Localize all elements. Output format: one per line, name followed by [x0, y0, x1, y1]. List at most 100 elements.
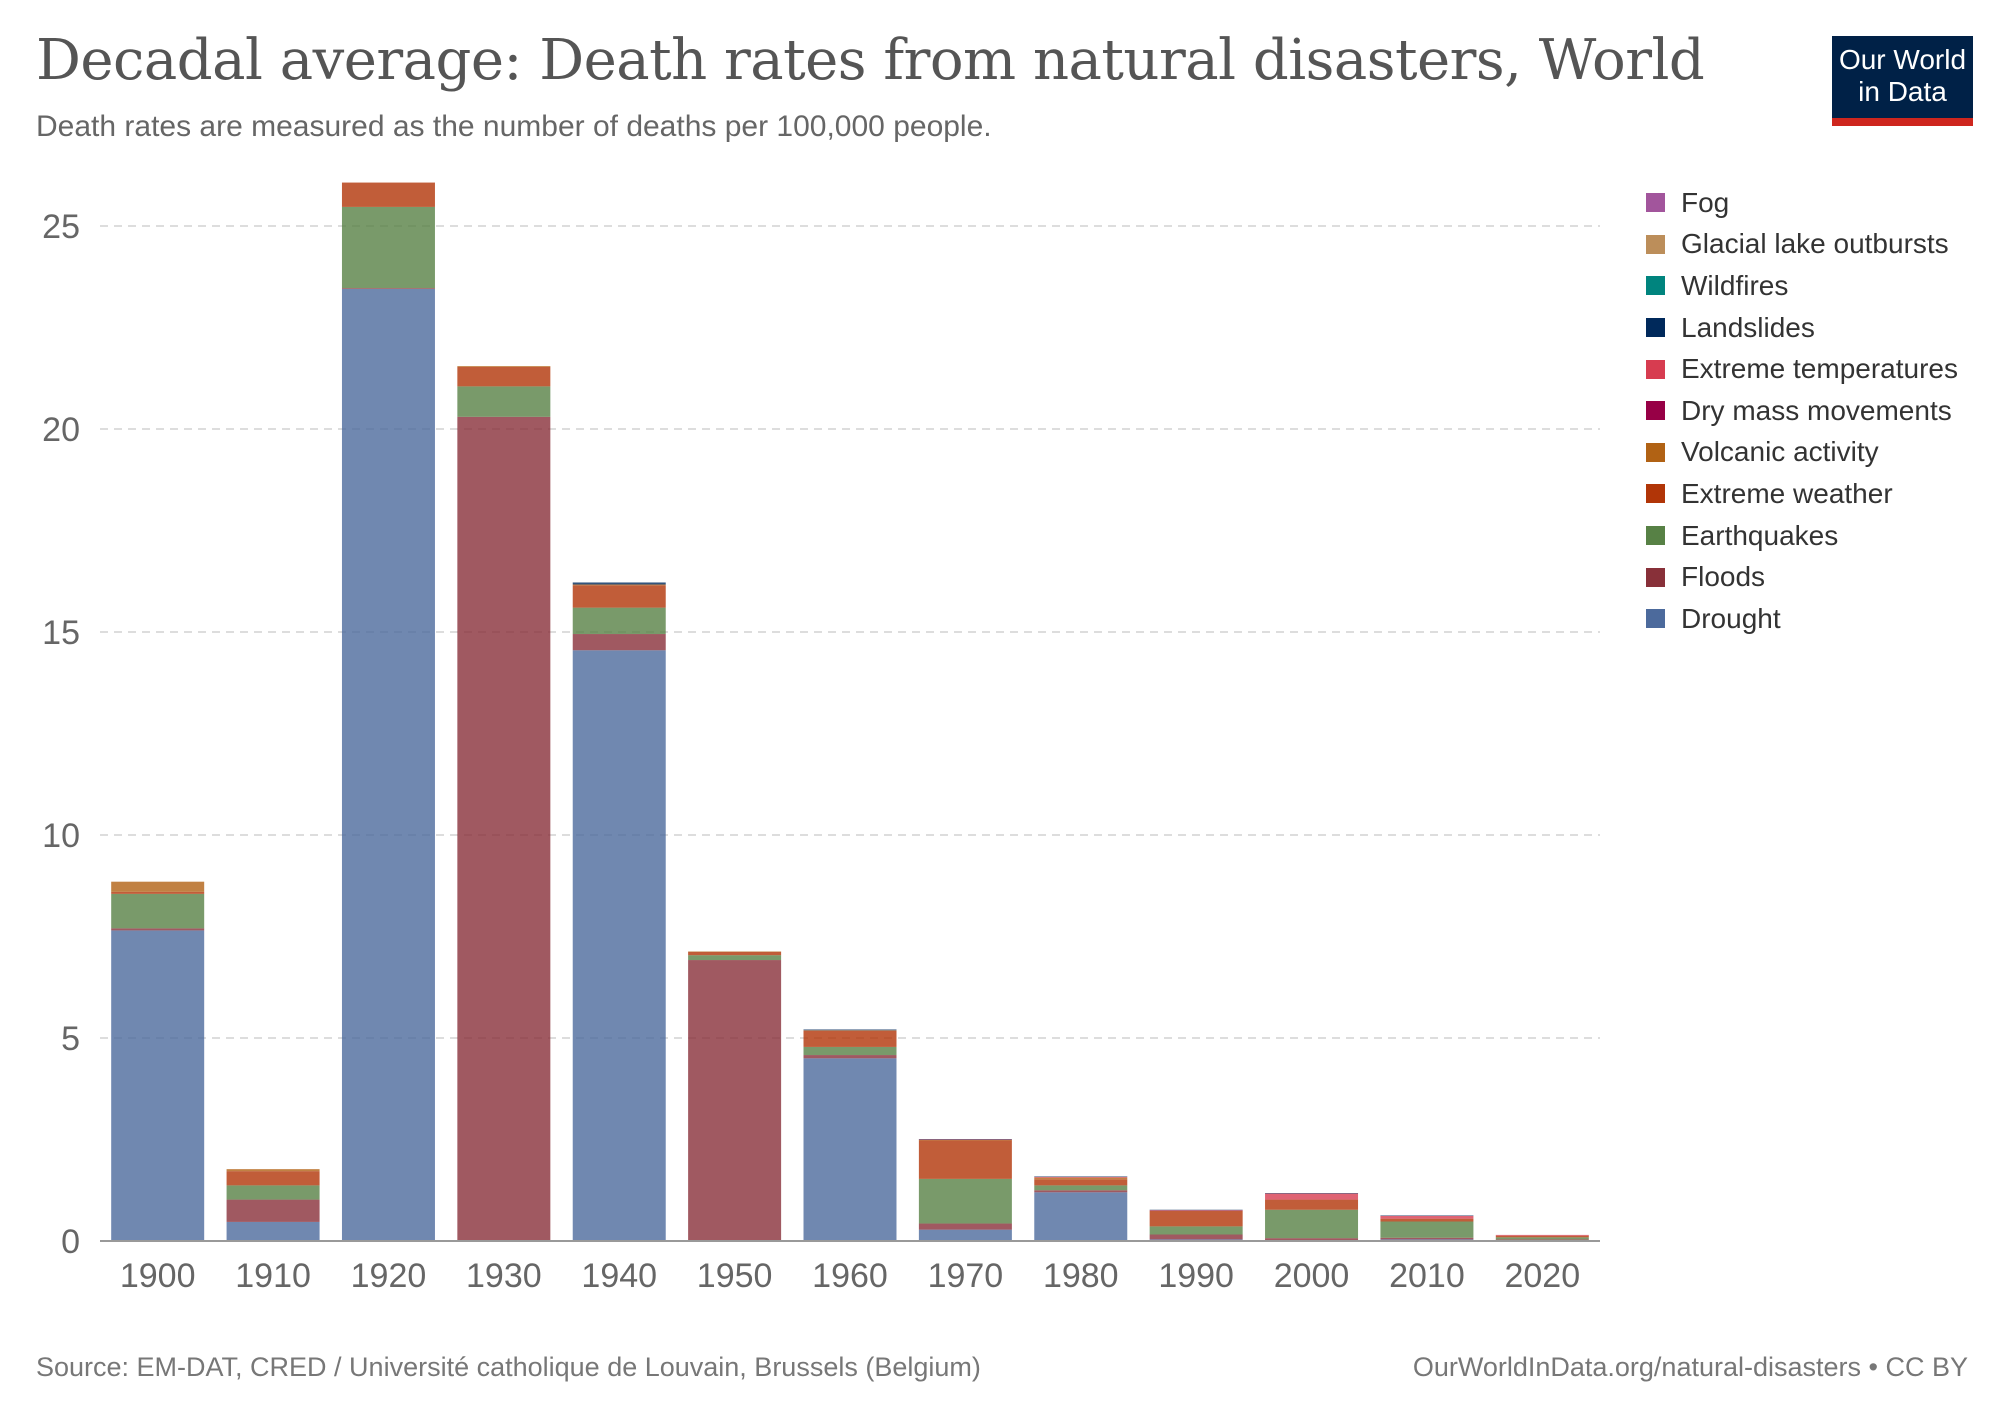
bar-segment-earthquakes[interactable]: [918, 1178, 1012, 1224]
bar-segment-volcanic-activity[interactable]: [1034, 1177, 1128, 1180]
bar-segment-drought[interactable]: [572, 650, 666, 1241]
bar-segment-landslides[interactable]: [572, 582, 666, 585]
bar-segment-floods[interactable]: [1380, 1237, 1474, 1240]
bar-segment-drought[interactable]: [226, 1221, 320, 1241]
legend-item[interactable]: Extreme temperatures: [1646, 348, 1958, 390]
legend-item[interactable]: Volcanic activity: [1646, 432, 1958, 474]
bar-segment-extreme-temperatures[interactable]: [1265, 1193, 1359, 1200]
chart-title: Decadal average: Death rates from natura…: [36, 28, 1705, 93]
x-tick-label: 1990: [1158, 1257, 1234, 1295]
bar-segment-extreme-weather[interactable]: [1380, 1218, 1474, 1222]
bar-segment-floods[interactable]: [1034, 1190, 1128, 1193]
legend: Fog Glacial lake outbursts Wildfires Landsl…: [1646, 182, 1958, 640]
bar-segment-landslides[interactable]: [803, 1029, 897, 1031]
bar-segment-floods[interactable]: [803, 1055, 897, 1059]
bar-segment-earthquakes[interactable]: [1149, 1226, 1243, 1235]
bar-segment-landslides[interactable]: [1265, 1193, 1359, 1194]
bar-segment-drought[interactable]: [1034, 1192, 1128, 1241]
x-tick-label: 1930: [466, 1257, 542, 1295]
bar-segment-drought[interactable]: [803, 1058, 897, 1241]
bar-segment-extreme-temperatures[interactable]: [1034, 1176, 1128, 1178]
bar-segment-extreme-weather[interactable]: [688, 951, 782, 956]
bar-segment-volcanic-activity[interactable]: [111, 881, 205, 892]
bar-segment-drought[interactable]: [918, 1229, 1012, 1241]
bar-segment-extreme-weather[interactable]: [918, 1140, 1012, 1179]
bar-segment-extreme-weather[interactable]: [1034, 1179, 1128, 1186]
y-tick-label: 10: [42, 817, 80, 855]
bar-segment-floods[interactable]: [111, 928, 205, 931]
legend-item[interactable]: Wildfires: [1646, 265, 1958, 307]
credit-link[interactable]: OurWorldInData.org/natural-disasters • C…: [1412, 1352, 1968, 1382]
legend-item[interactable]: Floods: [1646, 556, 1958, 598]
logo-line-1: Our World: [1838, 44, 1967, 75]
bar-segment-volcanic-activity[interactable]: [918, 1139, 1012, 1141]
bar-segment-landslides[interactable]: [1149, 1209, 1243, 1211]
legend-swatch: [1646, 567, 1665, 587]
bar-segment-extreme-weather[interactable]: [457, 366, 551, 387]
bar-segment-drought[interactable]: [111, 930, 205, 1241]
legend-swatch: [1646, 234, 1665, 254]
bar-segment-floods[interactable]: [1265, 1238, 1359, 1241]
bar-segment-extreme-weather[interactable]: [1149, 1210, 1243, 1227]
bar-segment-earthquakes[interactable]: [1380, 1221, 1474, 1238]
bar-segment-volcanic-activity[interactable]: [457, 366, 551, 367]
legend-item[interactable]: Fog: [1646, 182, 1958, 224]
logo-accent-bar: [1832, 118, 1973, 126]
bar-segment-landslides[interactable]: [918, 1139, 1012, 1140]
legend-item[interactable]: Landslides: [1646, 307, 1958, 349]
bar-segment-earthquakes[interactable]: [341, 206, 435, 289]
bar-segment-landslides[interactable]: [1034, 1176, 1128, 1177]
bar-segment-earthquakes[interactable]: [1034, 1185, 1128, 1191]
bar-segment-floods[interactable]: [341, 288, 435, 289]
bar-segment-drought[interactable]: [341, 288, 435, 1241]
logo-line-2: in Data: [1858, 76, 1947, 107]
bar-segment-earthquakes[interactable]: [226, 1185, 320, 1200]
bar-segment-floods[interactable]: [572, 634, 666, 651]
bar-segment-earthquakes[interactable]: [688, 955, 782, 961]
bar-segment-floods[interactable]: [1149, 1234, 1243, 1240]
bar-segment-volcanic-activity[interactable]: [226, 1169, 320, 1172]
bar-segment-floods[interactable]: [918, 1223, 1012, 1230]
legend-item[interactable]: Extreme weather: [1646, 473, 1958, 515]
bar-segment-earthquakes[interactable]: [803, 1046, 897, 1056]
legend-label: Drought: [1681, 602, 1781, 634]
bar-segment-volcanic-activity[interactable]: [688, 951, 782, 953]
bar-segment-extreme-weather[interactable]: [341, 182, 435, 207]
bar-segment-floods[interactable]: [457, 416, 551, 1241]
bar-segment-earthquakes[interactable]: [1495, 1237, 1589, 1240]
bar-segment-extreme-weather[interactable]: [803, 1030, 897, 1047]
bar-segment-earthquakes[interactable]: [1265, 1209, 1359, 1239]
chart-subtitle: Death rates are measured as the number o…: [36, 110, 992, 143]
legend-item[interactable]: Drought: [1646, 598, 1958, 640]
bar-segment-earthquakes[interactable]: [111, 893, 205, 929]
bar-segment-extreme-weather[interactable]: [111, 891, 205, 894]
bar-segment-floods[interactable]: [226, 1199, 320, 1222]
bar-segment-extreme-weather[interactable]: [1265, 1199, 1359, 1210]
legend-item[interactable]: Earthquakes: [1646, 515, 1958, 557]
bar-segment-extreme-temperatures[interactable]: [1149, 1210, 1243, 1211]
x-axis: 1900 1910 1920 1930 1940 1950 1960 1970 1980 1990…: [100, 1240, 1600, 1295]
bar-segment-floods[interactable]: [1495, 1239, 1589, 1241]
bar-segment-extreme-weather[interactable]: [572, 585, 666, 608]
legend-item[interactable]: Dry mass movements: [1646, 390, 1958, 432]
bar-segment-volcanic-activity[interactable]: [803, 1030, 897, 1031]
bar-segment-extreme-temperatures[interactable]: [1495, 1234, 1589, 1236]
legend-swatch: [1646, 484, 1665, 504]
bar-segment-earthquakes[interactable]: [457, 386, 551, 417]
owid-logo[interactable]: Our World in Data: [1832, 36, 1973, 126]
y-tick-label: 20: [42, 411, 80, 449]
bar-segment-volcanic-activity[interactable]: [572, 584, 666, 586]
y-tick-label: 15: [42, 614, 80, 652]
bar-segment-floods[interactable]: [688, 960, 782, 1241]
legend-item[interactable]: Glacial lake outbursts: [1646, 224, 1958, 266]
x-tick-label: 1960: [812, 1257, 888, 1295]
bar-segment-earthquakes[interactable]: [572, 607, 666, 635]
bar-segment-extreme-weather[interactable]: [1495, 1235, 1589, 1238]
bar-segment-extreme-temperatures[interactable]: [1380, 1215, 1474, 1219]
x-tick-label: 1970: [928, 1257, 1004, 1295]
bar-segment-extreme-weather[interactable]: [226, 1171, 320, 1186]
bar-segment-landslides[interactable]: [1380, 1215, 1474, 1216]
bar-segment-extreme-temperatures[interactable]: [918, 1139, 1012, 1141]
legend-swatch: [1646, 442, 1665, 462]
